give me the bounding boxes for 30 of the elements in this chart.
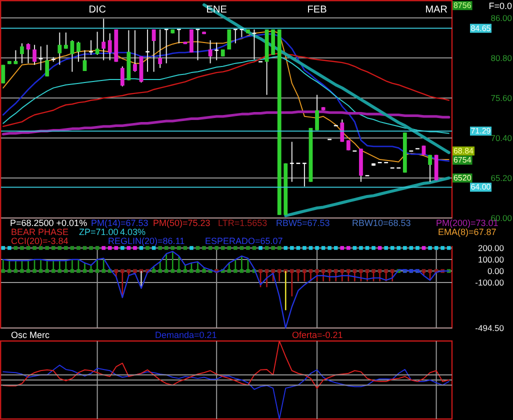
text: PM(50)=75.23 bbox=[153, 218, 210, 228]
y-tick-label: 86.00 bbox=[490, 12, 512, 23]
text: 4.03% bbox=[120, 227, 146, 237]
text: F=0.0 bbox=[488, 1, 512, 11]
text: RBW10=68.53 bbox=[352, 218, 411, 228]
y-tick-label: 65.20 bbox=[490, 173, 512, 183]
y-tick-label: 0.00 bbox=[487, 266, 504, 276]
y-tick-label: 75.60 bbox=[490, 92, 512, 103]
text: RBW5=67.53 bbox=[276, 218, 330, 228]
text: LTR=1.5653 bbox=[218, 218, 268, 228]
text: ESPERADO=65.07 bbox=[205, 236, 283, 246]
text: PM(14)=67.53 bbox=[91, 218, 148, 228]
y-tick-label: -100.00 bbox=[475, 278, 504, 288]
x-tick-label: MAR bbox=[425, 4, 448, 16]
y-tick-label: 100.00 bbox=[478, 254, 504, 264]
x-tick-label: FEB bbox=[307, 4, 328, 16]
series-label: Oferta=-0.21 bbox=[292, 330, 343, 340]
text: REGLIN(20)=86.11 bbox=[108, 236, 185, 246]
x-tick-label: DIC bbox=[88, 4, 106, 16]
y-tick-label: 80.80 bbox=[490, 52, 512, 63]
text: Demanda=0.21 bbox=[155, 330, 217, 340]
chart-title: CCI(20)=-3.84 bbox=[11, 236, 68, 246]
text: EMA(8)=67.87 bbox=[438, 227, 496, 237]
y-tick-label: 200.00 bbox=[478, 242, 504, 253]
y-tick-label: -494.50 bbox=[475, 323, 504, 334]
y-tick-label: 70.40 bbox=[490, 132, 512, 143]
text: ZP=71.00 bbox=[79, 227, 118, 237]
chart-title: Osc Merc bbox=[11, 330, 50, 340]
text: P=68.2500 +0.01% bbox=[10, 218, 88, 228]
text: BEAR PHASE bbox=[11, 227, 69, 237]
